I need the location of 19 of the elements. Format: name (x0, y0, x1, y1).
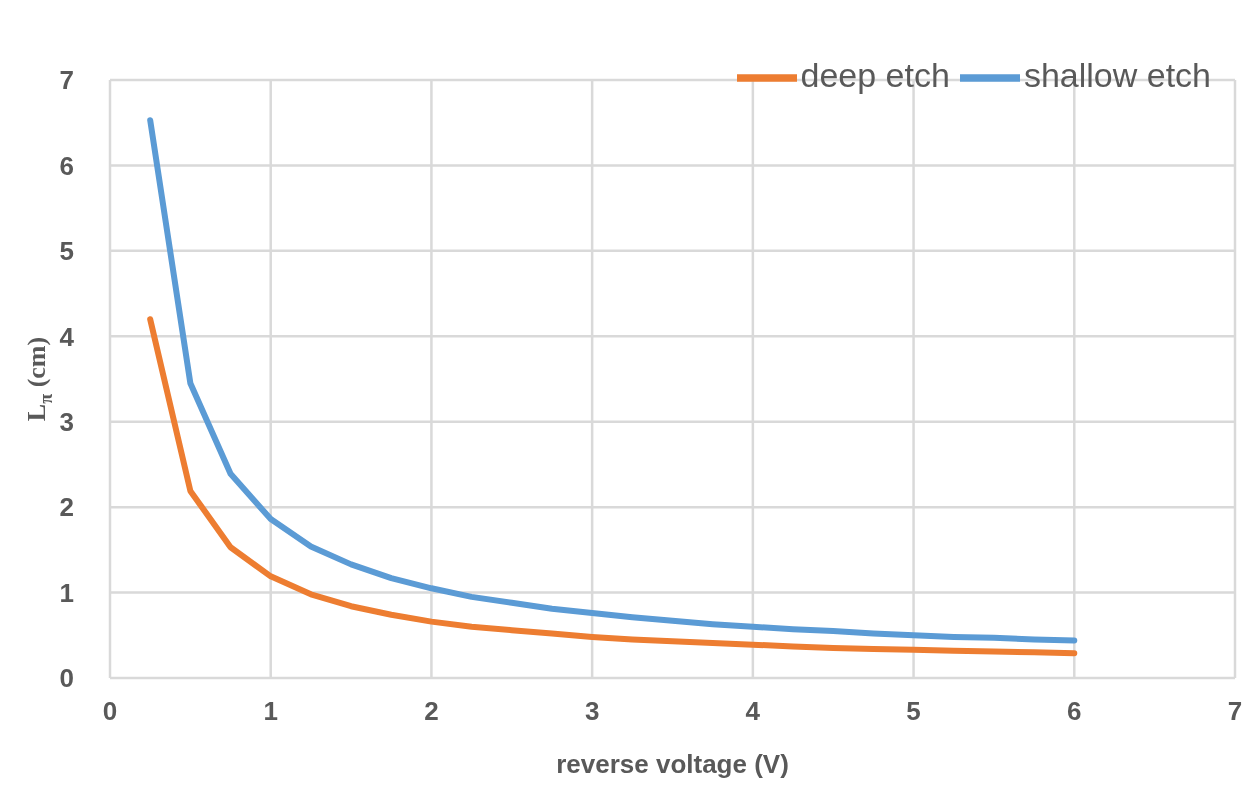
y-tick-label: 2 (59, 492, 74, 523)
x-tick-label: 3 (584, 696, 600, 727)
y-tick-label: 0 (59, 663, 74, 694)
y-tick-label: 4 (59, 321, 75, 352)
y-tick-label: 6 (59, 150, 74, 181)
legend-label: deep etch (800, 55, 950, 94)
y-tick-label: 1 (59, 577, 74, 608)
x-tick-label: 1 (263, 696, 278, 727)
x-tick-label: 0 (102, 696, 118, 727)
x-tick-label: 7 (1227, 696, 1243, 727)
x-tick-label: 5 (906, 696, 921, 727)
x-tick-label: 6 (1067, 696, 1082, 727)
y-tick-label: 3 (59, 406, 74, 437)
x-axis-title: reverse voltage (V) (556, 749, 789, 779)
y-tick-label: 5 (59, 236, 74, 267)
x-tick-label: 4 (745, 696, 761, 727)
x-tick-label: 2 (424, 696, 439, 727)
legend-label: shallow etch (1023, 55, 1211, 94)
y-tick-label: 7 (59, 65, 74, 96)
